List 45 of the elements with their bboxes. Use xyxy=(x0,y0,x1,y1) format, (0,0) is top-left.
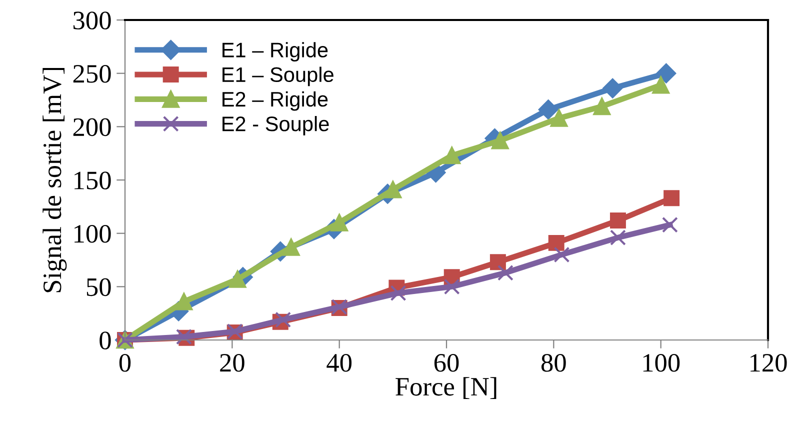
legend-label: E1 – Rigide xyxy=(222,42,328,62)
point xyxy=(443,146,461,164)
point xyxy=(491,132,509,150)
y-axis-title: Signal de sortie [mV] xyxy=(42,68,67,292)
point xyxy=(664,190,680,206)
y-tick-label: 50 xyxy=(86,278,111,296)
y-tick-label: 150 xyxy=(74,172,111,190)
point xyxy=(538,100,558,120)
x-tick-label: 120 xyxy=(750,354,787,372)
y-tick-label: 300 xyxy=(73,12,111,30)
y-tick-label: 0 xyxy=(100,332,111,350)
x-tick-label: 20 xyxy=(220,354,244,372)
point xyxy=(610,212,626,229)
point xyxy=(330,214,348,232)
y-tick-label: 250 xyxy=(73,64,111,83)
point xyxy=(490,254,506,270)
x-tick-label: 0 xyxy=(119,354,131,372)
point xyxy=(444,278,460,295)
point xyxy=(548,234,564,251)
point xyxy=(593,98,611,116)
point xyxy=(275,312,292,328)
point xyxy=(610,230,626,246)
y-tick-label: 200 xyxy=(73,118,111,136)
point xyxy=(550,109,568,127)
point xyxy=(652,76,670,94)
point xyxy=(662,216,678,233)
point xyxy=(497,264,514,281)
point xyxy=(175,292,193,310)
point xyxy=(656,63,676,84)
y-tick-label: 100 xyxy=(74,224,111,243)
x-axis-title: Force [N] xyxy=(396,377,496,399)
point xyxy=(390,285,406,302)
point xyxy=(602,78,622,98)
point xyxy=(554,246,570,263)
x-tick-label: 60 xyxy=(434,354,459,372)
legend-label: E2 – Rigide xyxy=(222,91,328,111)
x-tick-label: 80 xyxy=(541,354,566,372)
point xyxy=(228,270,246,288)
x-tick-label: 100 xyxy=(643,354,680,372)
point xyxy=(176,328,192,345)
x-tick-label: 40 xyxy=(326,354,352,372)
point xyxy=(282,238,300,256)
legend-label: E1 – Souple xyxy=(222,66,334,86)
point xyxy=(384,180,402,198)
legend-label: E2 - Souple xyxy=(222,116,329,136)
